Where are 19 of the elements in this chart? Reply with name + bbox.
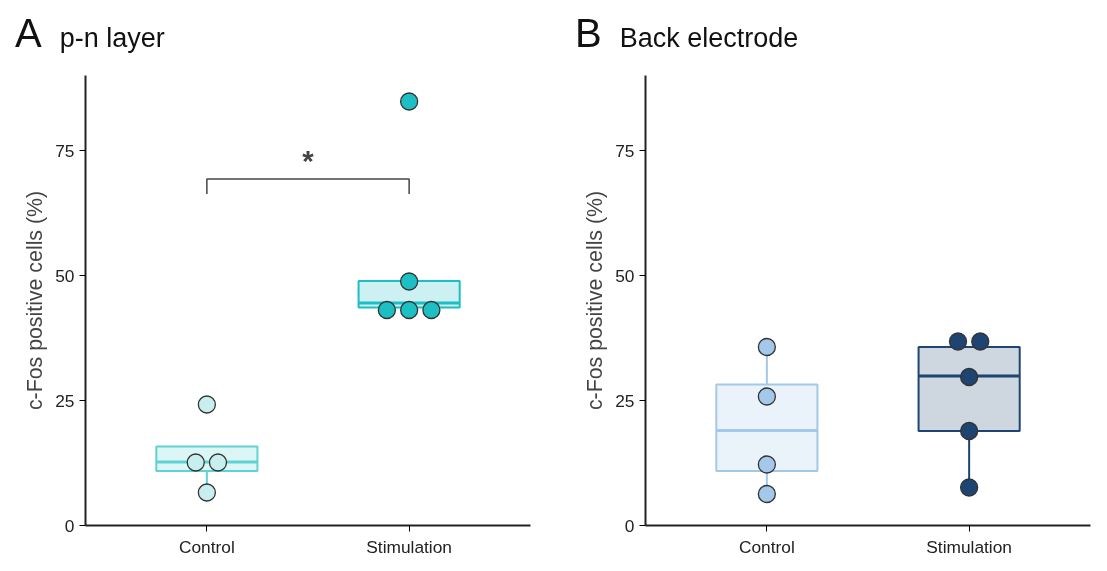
x-tick-label: Control	[178, 536, 235, 557]
y-axis-title: c-Fos positive cells (%)	[583, 190, 608, 411]
text: A	[15, 11, 42, 55]
y-tick-label: 25	[55, 390, 75, 411]
y-tick-label: 50	[615, 265, 635, 286]
y-axis-title: c-Fos positive cells (%)	[23, 190, 48, 411]
chart-title: Back electrode	[619, 23, 799, 53]
annotation: *	[302, 143, 315, 177]
text: B	[575, 11, 602, 55]
y-tick-label: 75	[615, 140, 635, 161]
y-tick-label: 50	[55, 265, 75, 286]
y-tick-label: 75	[55, 140, 75, 161]
x-tick-label: Control	[738, 536, 795, 557]
x-tick-label: Stimulation	[366, 536, 452, 557]
y-tick-label: 0	[64, 515, 75, 536]
chart-title: p-n layer	[59, 23, 165, 53]
y-tick-label: 25	[615, 390, 635, 411]
y-tick-label: 0	[624, 515, 635, 536]
x-tick-label: Stimulation	[926, 536, 1012, 557]
